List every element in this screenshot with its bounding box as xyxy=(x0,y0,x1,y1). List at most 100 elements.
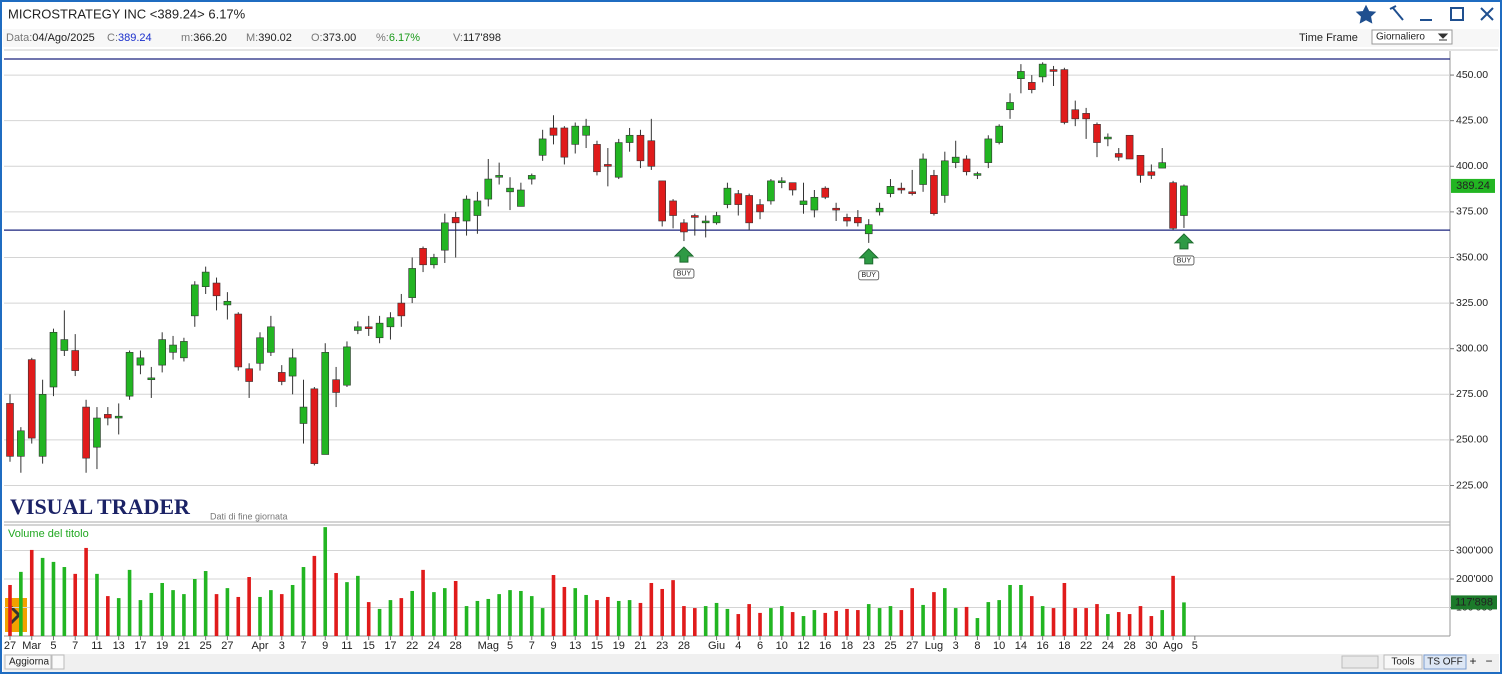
info-value: 117'898 xyxy=(463,32,501,44)
x-tick-label: 28 xyxy=(450,640,462,652)
candle-body xyxy=(1104,136,1112,140)
info-items: Data:04/Ago/2025 C:389.24 m:366.20 M:390.02… xyxy=(6,32,501,44)
candle-body xyxy=(364,326,373,329)
window-title: MICROSTRATEGY INC <389.24> 6.17% xyxy=(8,6,246,21)
candle-body xyxy=(1114,153,1123,158)
candle-body xyxy=(1093,124,1101,143)
volume-bar xyxy=(258,596,262,636)
brand-name: VISUAL TRADER xyxy=(10,494,191,519)
y-tick-label: 400.00 xyxy=(1456,160,1488,172)
info-label: V: xyxy=(453,32,463,44)
info-value: 390.02 xyxy=(258,32,292,44)
x-tick-label: 14 xyxy=(1015,640,1027,652)
candle-body xyxy=(734,193,743,205)
candle-body xyxy=(658,180,667,222)
tools-button[interactable] xyxy=(1383,654,1423,670)
volume-bar xyxy=(660,588,664,636)
tool-button[interactable] xyxy=(1389,5,1404,21)
volume-bar xyxy=(51,561,56,636)
volume-bar xyxy=(638,602,643,636)
info-item: M:390.02 xyxy=(246,32,292,44)
volume-bar xyxy=(421,569,425,636)
volume-bar xyxy=(1138,606,1143,636)
candle-body xyxy=(180,341,188,359)
volume-bar xyxy=(410,590,414,636)
close-button[interactable] xyxy=(1480,7,1494,21)
maximize-button[interactable] xyxy=(1450,7,1464,21)
volume-bar xyxy=(627,600,632,636)
zoom-in[interactable]: + xyxy=(1469,654,1476,668)
volume-bar xyxy=(899,610,904,636)
candle-body xyxy=(104,414,112,419)
volume-bar xyxy=(1106,614,1110,636)
volume-bar xyxy=(1084,608,1088,636)
candle-body xyxy=(864,224,873,235)
volume-bar xyxy=(1149,616,1154,636)
x-tick-label: 8 xyxy=(974,640,980,652)
candle-body xyxy=(560,127,569,158)
scrollbar[interactable] xyxy=(1341,655,1379,669)
x-tick-label: 7 xyxy=(529,640,535,652)
volume-bar xyxy=(334,573,338,636)
y-tick-label: 325.00 xyxy=(1456,297,1488,309)
candle-body xyxy=(767,180,775,202)
volume-bar xyxy=(671,580,675,636)
favorite-button[interactable] xyxy=(1355,4,1377,24)
volume-bar xyxy=(584,594,588,636)
y-tick-label: 450.00 xyxy=(1456,69,1488,81)
candle-body xyxy=(6,403,14,457)
volume-bar xyxy=(453,580,458,636)
volume-bar xyxy=(1040,606,1045,636)
x-tick-label: Mar xyxy=(22,640,41,652)
x-tick-label: 25 xyxy=(200,640,212,652)
x-tick-label: 25 xyxy=(884,640,896,652)
x-tick-label: 28 xyxy=(1123,640,1135,652)
volume-bar xyxy=(73,573,78,636)
x-tick-label: 23 xyxy=(863,640,875,652)
candle-body xyxy=(777,180,786,183)
candle-body xyxy=(821,187,830,198)
candle-body xyxy=(680,222,688,233)
info-label: O: xyxy=(311,32,323,44)
refresh-label: Aggiorna xyxy=(9,657,49,668)
x-tick-label: 24 xyxy=(428,640,440,652)
time-frame-select[interactable] xyxy=(1371,29,1453,45)
volume-bar xyxy=(975,618,980,636)
x-tick-label: 13 xyxy=(113,640,125,652)
info-label: C: xyxy=(107,32,118,44)
candle-body xyxy=(593,144,601,173)
candle-body xyxy=(669,200,677,216)
volume-bar xyxy=(214,594,219,636)
volume-bar xyxy=(823,612,828,636)
info-item: C:389.24 xyxy=(107,32,152,44)
buy-badge xyxy=(1173,255,1195,266)
zoom-out[interactable]: − xyxy=(1485,654,1492,668)
candle-body xyxy=(386,317,395,328)
brand-subtitle: Dati di fine giornata xyxy=(210,511,288,521)
candle-body xyxy=(288,357,297,377)
scroll-left[interactable] xyxy=(51,654,65,670)
candle-body xyxy=(973,173,982,176)
candle-body xyxy=(169,344,177,353)
x-tick-label: 13 xyxy=(569,640,581,652)
candle-body xyxy=(1180,185,1188,216)
info-item: O:373.00 xyxy=(311,32,356,44)
candle-body xyxy=(234,313,243,368)
refresh-button[interactable] xyxy=(4,654,52,670)
volume-bar xyxy=(1051,608,1056,636)
x-tick-label: Lug xyxy=(925,640,943,652)
volume-bar xyxy=(943,588,947,636)
volume-bar xyxy=(269,590,273,636)
candle-body xyxy=(582,125,590,136)
candle-body xyxy=(473,200,482,216)
ts-button[interactable] xyxy=(1423,654,1467,670)
candle-body xyxy=(527,175,536,180)
x-tick-label: 10 xyxy=(776,640,788,652)
volume-bar xyxy=(106,596,110,636)
candle-body xyxy=(408,268,416,298)
x-tick-label: 9 xyxy=(322,640,328,652)
volume-bar xyxy=(475,600,480,636)
candle-body xyxy=(321,352,330,455)
candle-body xyxy=(201,271,210,287)
